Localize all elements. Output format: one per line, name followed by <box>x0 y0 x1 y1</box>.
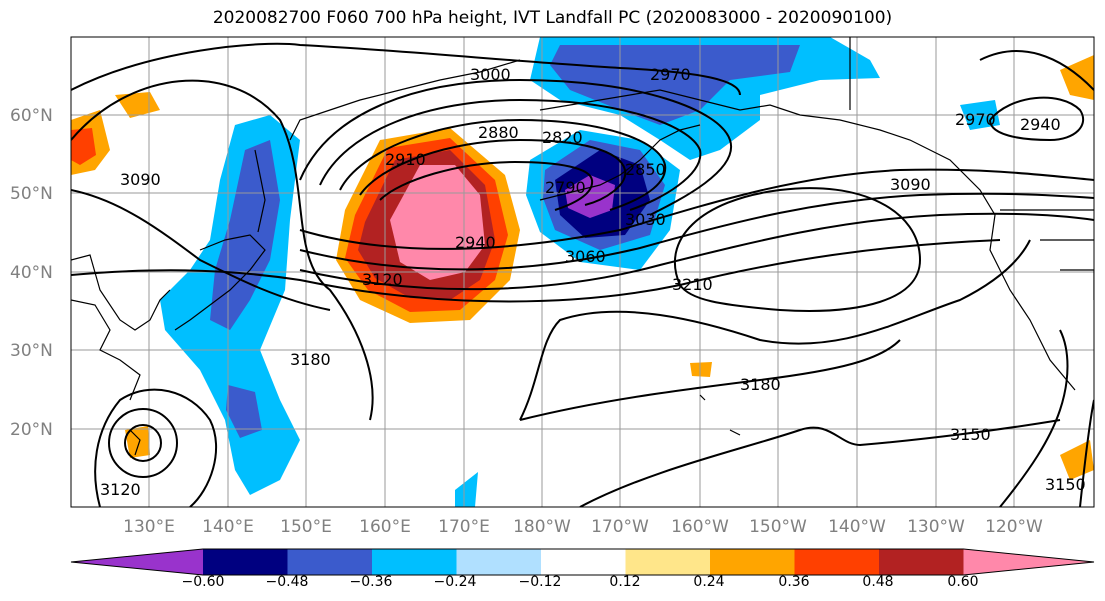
contour-label: 2820 <box>542 128 583 147</box>
lon-label: 160°W <box>671 517 729 537</box>
map-frame <box>70 36 1095 508</box>
colorbar: −0.60 −0.48 −0.36 −0.24 −0.12 0.12 0.24 … <box>70 548 1095 590</box>
colorbar-tick-label: −0.12 <box>519 574 562 590</box>
colorbar-swatch <box>710 549 795 575</box>
colorbar-swatch <box>71 549 203 575</box>
contour-label: 3000 <box>470 65 511 84</box>
contour-label: 3180 <box>740 375 781 394</box>
colorbar-tick-label: 0.24 <box>693 574 724 590</box>
colorbar-tick-label: −0.24 <box>434 574 477 590</box>
contour-label: 2940 <box>455 233 496 252</box>
contour-labels: 3000 2970 2880 2820 2910 2940 3090 3030 … <box>100 65 1086 499</box>
contour-label: 3180 <box>290 350 331 369</box>
colorbar-outline <box>70 548 1095 576</box>
colorbar-swatch <box>879 549 964 575</box>
contour-label: 2850 <box>625 160 666 179</box>
contour-label: 2910 <box>385 150 426 169</box>
colorbar-tick-label: −0.48 <box>266 574 309 590</box>
contour-label: 2940 <box>1020 115 1061 134</box>
contour-label: 3120 <box>362 270 403 289</box>
lon-label: 180°W <box>513 517 571 537</box>
longitude-labels: 130°E 140°E 150°E 160°E 170°E 180°W 170°… <box>123 517 1043 537</box>
contour-label: 2970 <box>955 110 996 129</box>
lon-label: 120°W <box>985 517 1043 537</box>
contour-label: 3090 <box>120 170 161 189</box>
contour-label: 3120 <box>100 480 141 499</box>
map-title: 2020082700 F060 700 hPa height, IVT Land… <box>212 8 893 28</box>
lon-label: 160°E <box>359 517 411 537</box>
contour-label: 3090 <box>890 175 931 194</box>
colorbar-swatch <box>372 549 457 575</box>
map-panel: 3000 2970 2880 2820 2910 2940 3090 3030 … <box>71 37 1094 507</box>
height-contours <box>71 42 1094 507</box>
colorbar-tick-label: −0.60 <box>182 574 225 590</box>
lat-label: 40°N <box>10 263 53 283</box>
colorbar-swatch <box>203 549 288 575</box>
positive-ivt-shading <box>71 55 1094 480</box>
colorbar-swatch <box>456 549 542 575</box>
contour-label: 2880 <box>478 123 519 142</box>
lat-label: 50°N <box>10 184 53 204</box>
colorbar-swatch <box>287 549 373 575</box>
colorbar-tick-label: 0.48 <box>862 574 893 590</box>
lat-label: 20°N <box>10 420 53 440</box>
contour-label: 3150 <box>950 425 991 444</box>
lon-label: 150°W <box>749 517 807 537</box>
latitude-labels: 60°N 50°N 40°N 30°N 20°N <box>10 106 53 440</box>
lon-label: 140°W <box>828 517 886 537</box>
colorbar-swatch <box>541 549 626 575</box>
colorbar-tick-label: 0.12 <box>609 574 640 590</box>
lon-label: 130°E <box>123 517 175 537</box>
colorbar-tick-label: 0.60 <box>947 574 978 590</box>
contour-label: 3210 <box>672 275 713 294</box>
lon-label: 130°W <box>907 517 965 537</box>
colorbar-tick-label: 0.36 <box>778 574 809 590</box>
contour-label: 2790 <box>545 178 586 197</box>
colorbar-swatch <box>625 549 711 575</box>
lat-label: 60°N <box>10 106 53 126</box>
lon-label: 170°E <box>438 517 490 537</box>
colorbar-swatch <box>794 549 880 575</box>
lon-label: 150°E <box>280 517 332 537</box>
lon-label: 170°W <box>591 517 649 537</box>
contour-label: 3030 <box>625 210 666 229</box>
colorbar-tick-label: −0.36 <box>350 574 393 590</box>
lon-label: 140°E <box>202 517 254 537</box>
contour-label: 2970 <box>650 65 691 84</box>
coastlines <box>71 37 1094 456</box>
contour-label: 3150 <box>1045 475 1086 494</box>
contour-label: 3060 <box>565 247 606 266</box>
lat-label: 30°N <box>10 341 53 361</box>
colorbar-swatch <box>963 549 1094 575</box>
